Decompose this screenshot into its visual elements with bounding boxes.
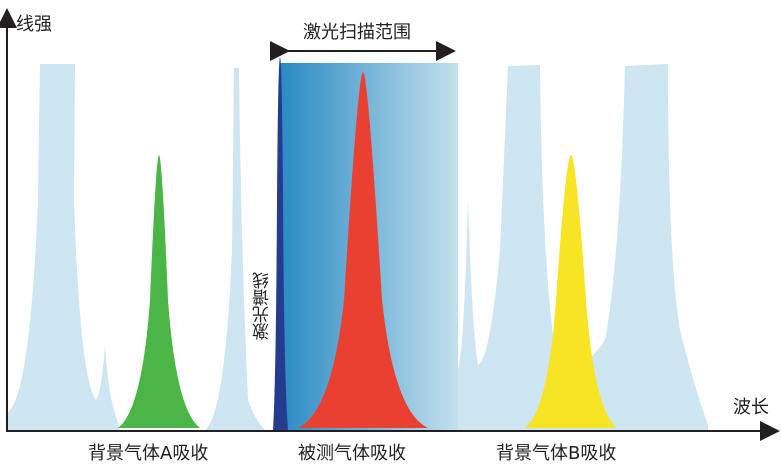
scan-range-label: 激光扫描范围: [303, 22, 411, 43]
x-axis-label: 波长: [733, 397, 769, 418]
laser-line-label: 激光谱线: [253, 272, 273, 340]
gas-b-label: 背景气体B吸收: [496, 443, 617, 464]
gas-a-absorption-peak: [118, 155, 200, 428]
background-absorption-mid: [205, 68, 265, 430]
gas-b-absorption-peak: [525, 155, 617, 428]
gas-a-label: 背景气体A吸收: [88, 443, 209, 464]
background-absorption-left: [8, 64, 120, 430]
target-gas-absorption-peak: [298, 72, 428, 428]
background-absorption-right: [458, 64, 708, 430]
target-gas-label: 被测气体吸收: [298, 443, 406, 464]
y-axis-label: 线强: [16, 14, 52, 35]
laser-spectral-line: [273, 57, 288, 430]
